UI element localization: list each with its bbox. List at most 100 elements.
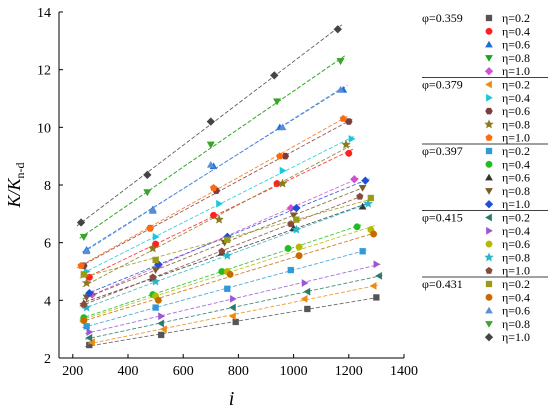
fit-line	[82, 85, 345, 254]
fit-line	[87, 177, 359, 298]
legend-marker	[484, 119, 494, 129]
data-point	[206, 160, 215, 168]
legend-marker	[485, 27, 493, 35]
data-point	[273, 98, 281, 106]
legend-marker	[485, 147, 493, 155]
data-point	[206, 117, 216, 126]
x-tick-label: 600	[173, 364, 194, 379]
data-point	[216, 199, 223, 208]
legend-group-label: φ=0.379	[422, 78, 463, 92]
data-point	[276, 152, 284, 160]
data-point	[152, 304, 159, 311]
legend-marker	[485, 80, 492, 89]
data-point	[81, 278, 92, 288]
legend-series-label: η=1.0	[502, 264, 530, 278]
fit-line	[79, 55, 345, 239]
legend-marker	[484, 332, 494, 342]
data-point	[224, 236, 231, 243]
data-point	[359, 248, 366, 255]
data-point	[333, 25, 342, 34]
legend-series-label: η=0.6	[502, 38, 530, 52]
x-tick-label: 400	[118, 364, 139, 379]
data-point	[345, 149, 353, 157]
data-point	[209, 184, 218, 191]
series-2-4	[81, 139, 351, 288]
data-point	[146, 224, 154, 232]
legend-marker	[484, 66, 494, 76]
data-point	[369, 282, 377, 290]
data-point	[80, 300, 88, 308]
data-point	[80, 271, 87, 278]
legend-marker	[485, 280, 493, 288]
legend-marker	[485, 321, 493, 328]
legend-marker	[485, 266, 493, 274]
legend-series-label: η=0.2	[502, 277, 530, 291]
data-point	[279, 166, 287, 175]
y-axis-title-main: K/K	[4, 178, 24, 209]
legend-marker	[486, 226, 493, 235]
legend-series-label: η=1.0	[502, 64, 530, 78]
data-point	[143, 170, 152, 180]
data-point	[295, 252, 303, 260]
legend-series-label: η=0.6	[502, 104, 530, 118]
data-point	[295, 243, 303, 251]
series-2-1	[87, 282, 378, 347]
data-point	[375, 271, 383, 280]
legend-series-label: η=0.4	[502, 224, 530, 238]
legend-series-label: η=0.6	[502, 171, 530, 185]
data-point	[336, 58, 345, 65]
data-point	[210, 211, 218, 219]
legend-marker	[485, 188, 493, 195]
y-axis-title-subscript: n-d	[13, 162, 27, 178]
legend-marker	[484, 199, 494, 209]
data-point	[293, 216, 300, 223]
data-point	[353, 223, 361, 231]
data-point	[348, 134, 356, 143]
data-point	[214, 214, 224, 224]
axes: 200 400 600 800 1000 1200 1400 2 4 6 8 10 12 14 i K/Kn-…	[4, 6, 418, 410]
x-tick-label: 1400	[390, 364, 418, 379]
data-point	[292, 203, 301, 213]
legend-series-label: η=0.8	[502, 250, 530, 264]
legend-series-label: η=0.2	[502, 211, 530, 225]
legend-series-label: η=0.2	[502, 11, 530, 25]
data-point	[291, 224, 302, 234]
legend: φ=0.359 η=0.2η=0.4η=0.6η=0.8η=1.0φ=0.379 η…	[422, 11, 548, 344]
y-tick-label: 12	[37, 64, 51, 79]
data-point	[148, 207, 157, 214]
legend-series-label: η=0.8	[502, 51, 530, 65]
legend-group-label: φ=0.431	[422, 277, 463, 291]
x-tick-label: 1000	[280, 364, 308, 379]
data-point	[356, 192, 364, 200]
fit-line	[79, 224, 362, 320]
data-point	[151, 267, 160, 274]
data-point	[157, 331, 165, 339]
legend-marker	[485, 55, 493, 62]
data-point	[284, 244, 292, 252]
fit-line	[76, 116, 348, 269]
legend-series-label: η=0.4	[502, 91, 530, 105]
legend-marker	[484, 252, 494, 262]
fit-line	[79, 231, 378, 323]
series-4-2	[85, 260, 381, 336]
legend-series-label: η=0.8	[502, 184, 530, 198]
series-1-1	[85, 294, 381, 349]
data-point	[226, 270, 234, 278]
series-5-1	[79, 194, 376, 279]
series-2-5	[76, 114, 348, 269]
data-point	[85, 333, 93, 342]
data-point	[363, 198, 373, 208]
data-point	[367, 194, 375, 202]
legend-series-label: η=0.2	[502, 78, 530, 92]
y-tick-label: 10	[37, 121, 51, 136]
legend-series-label: η=1.0	[502, 131, 530, 145]
data-point	[228, 312, 236, 321]
series-2-3	[79, 118, 354, 270]
x-axis-title: i	[229, 388, 235, 410]
data-point	[76, 218, 86, 227]
data-point	[358, 185, 367, 192]
data-point	[339, 114, 347, 122]
data-point	[149, 273, 157, 281]
data-point	[79, 234, 88, 241]
